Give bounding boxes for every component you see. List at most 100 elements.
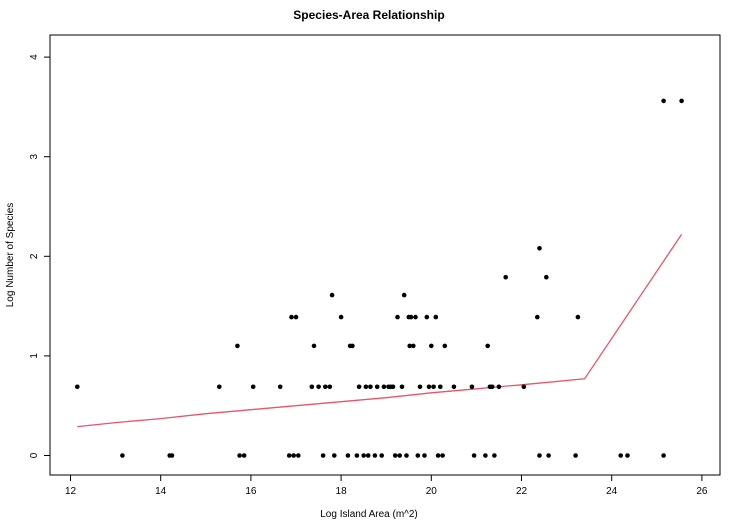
data-point: [397, 453, 403, 458]
data-point: [483, 453, 488, 458]
data-point: [426, 384, 432, 390]
data-point: [291, 453, 297, 458]
data-point: [381, 384, 387, 390]
data-point: [363, 384, 369, 390]
data-point: [618, 453, 623, 458]
data-point: [537, 246, 542, 251]
data-point: [404, 453, 409, 458]
data-point: [535, 314, 540, 320]
x-axis: 12 14 16 18 20 22 24 26: [65, 474, 708, 497]
data-point: [573, 453, 578, 458]
data-point: [399, 384, 405, 390]
data-point: [379, 453, 385, 458]
data-point: [485, 343, 491, 349]
x-tick-label: 12: [65, 486, 77, 497]
chart-title: Species-Area Relationship: [293, 8, 444, 22]
data-point: [537, 453, 542, 458]
x-tick-label: 20: [426, 486, 438, 497]
points-layer: [75, 98, 684, 458]
data-point: [277, 384, 283, 390]
plot-frame: [49, 34, 721, 476]
data-point: [431, 384, 436, 390]
data-point: [120, 453, 125, 458]
data-point: [354, 453, 360, 458]
data-point: [469, 384, 475, 390]
data-point: [293, 314, 299, 320]
y-axis-label: Log Number of Species: [5, 203, 16, 308]
data-point: [408, 314, 414, 320]
y-tick-label: 1: [29, 353, 40, 359]
x-tick-label: 24: [606, 486, 618, 497]
data-point: [250, 384, 256, 390]
data-point: [544, 274, 549, 280]
x-tick-label: 26: [696, 486, 708, 497]
data-point: [395, 314, 400, 320]
data-point: [521, 384, 527, 390]
data-point: [289, 314, 294, 320]
data-point: [350, 343, 355, 349]
data-point: [433, 314, 439, 320]
data-point: [442, 343, 448, 349]
data-point: [316, 384, 321, 390]
data-point: [286, 453, 292, 458]
x-tick-label: 22: [516, 486, 528, 497]
data-point: [438, 384, 443, 390]
y-tick-label: 0: [29, 452, 40, 458]
data-point: [661, 453, 666, 458]
data-point: [345, 453, 351, 458]
data-point: [320, 453, 326, 458]
x-tick-label: 18: [336, 486, 348, 497]
y-tick-label: 4: [29, 54, 40, 60]
data-point: [311, 343, 317, 349]
data-point: [435, 453, 441, 458]
data-point: [361, 453, 367, 458]
data-point: [309, 384, 315, 390]
data-point: [429, 343, 434, 349]
data-point: [368, 384, 373, 390]
data-point: [440, 453, 445, 458]
x-tick-label: 14: [155, 486, 167, 497]
data-point: [392, 453, 398, 458]
data-point: [329, 292, 335, 298]
x-axis-label: Log Island Area (m^2): [320, 509, 418, 520]
data-point: [372, 453, 378, 458]
fit-line: [77, 234, 683, 428]
data-point: [661, 98, 666, 104]
y-tick-label: 3: [29, 153, 40, 159]
x-tick-label: 16: [245, 486, 257, 497]
data-point: [415, 453, 421, 458]
data-point: [75, 384, 80, 390]
data-point: [424, 314, 430, 320]
y-tick-label: 2: [29, 253, 40, 259]
data-point: [417, 384, 423, 390]
data-point: [411, 343, 416, 349]
data-point: [235, 343, 240, 349]
data-point: [413, 314, 418, 320]
data-point: [241, 453, 247, 458]
data-point: [237, 453, 242, 458]
data-point: [492, 453, 497, 458]
data-point: [323, 384, 328, 390]
data-point: [338, 314, 344, 320]
data-point: [217, 384, 222, 390]
data-point: [327, 384, 333, 390]
data-point: [471, 453, 477, 458]
data-point: [489, 384, 495, 390]
data-point: [365, 453, 371, 458]
data-point: [374, 384, 380, 390]
data-point: [356, 384, 362, 390]
data-point: [496, 384, 502, 390]
data-point: [625, 453, 630, 458]
data-point: [679, 98, 684, 104]
data-point: [503, 274, 509, 280]
data-point: [546, 453, 551, 458]
data-point: [575, 314, 581, 320]
data-point: [332, 453, 337, 458]
data-point: [422, 453, 427, 458]
data-point: [451, 384, 457, 390]
data-point: [169, 453, 175, 458]
data-point: [407, 343, 413, 349]
y-axis: 0 1 2 3 4: [29, 54, 51, 458]
